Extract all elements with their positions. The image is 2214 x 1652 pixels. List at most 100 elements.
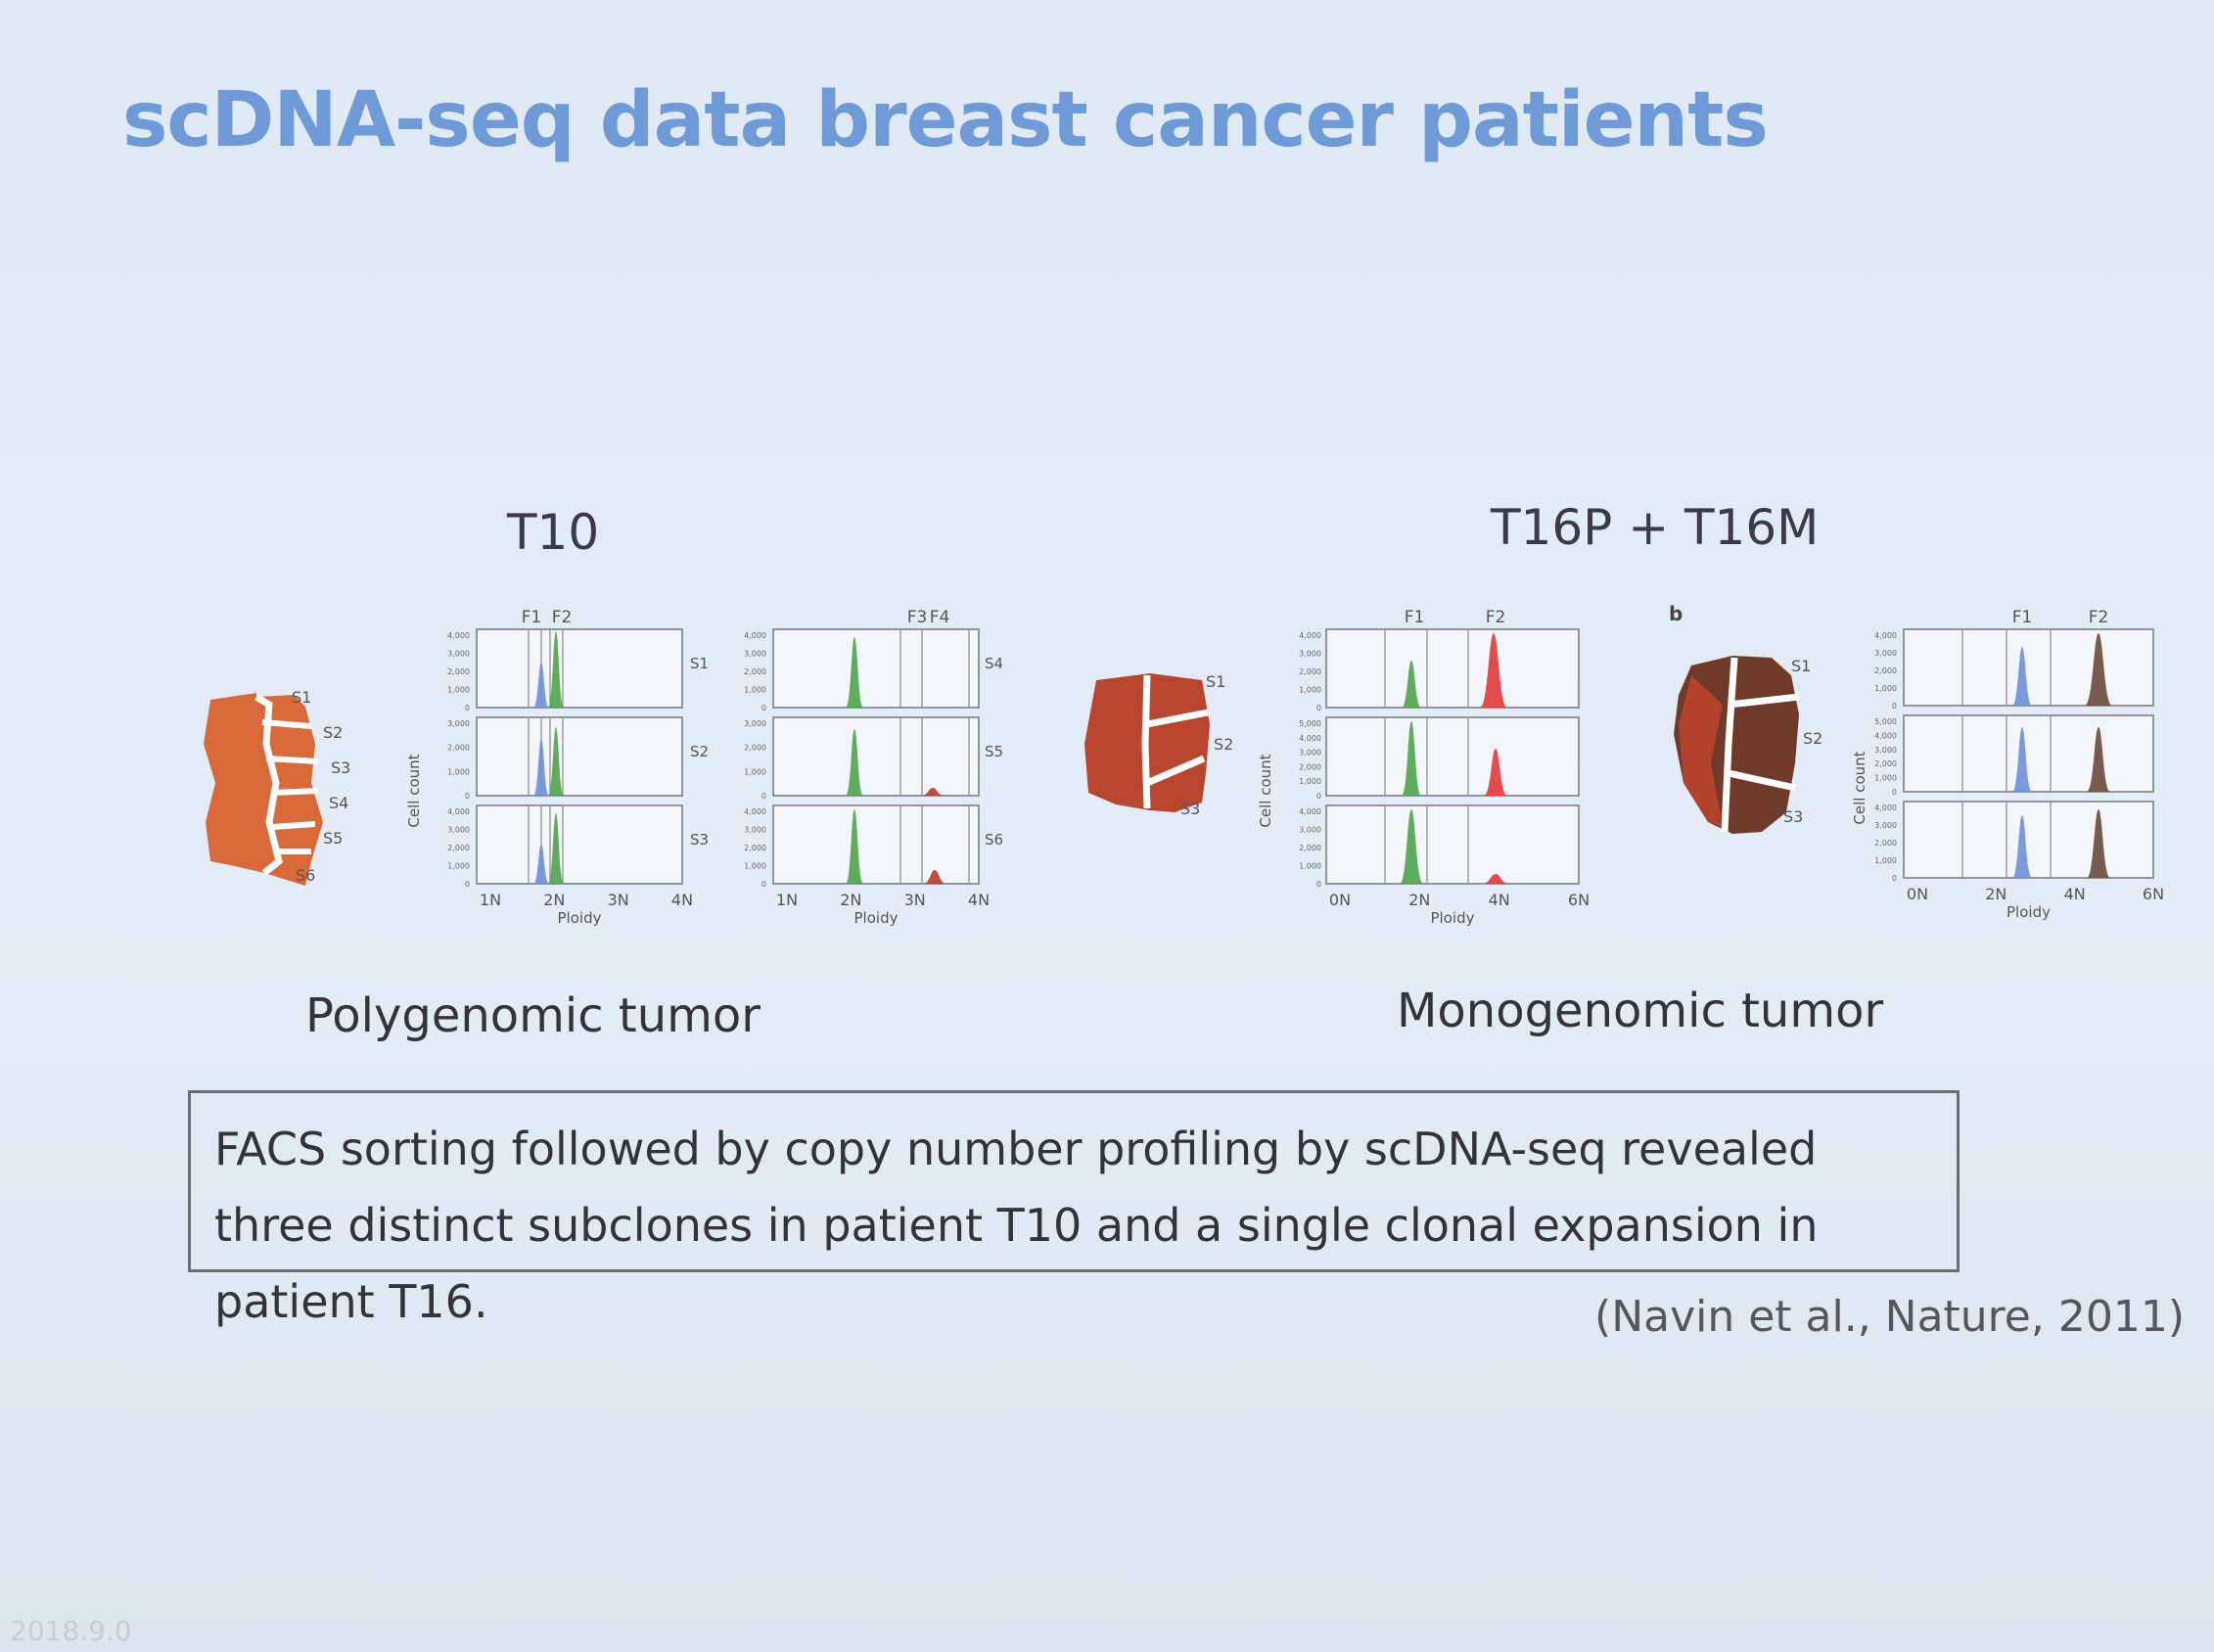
T10-left-x-label: Ploidy [558,909,602,927]
T10-left-sector-label: S3 [690,831,709,849]
citation: (Navin et al., Nature, 2011) [1594,1292,2185,1342]
T16P-y-tick: 4,000 [1299,734,1321,743]
T10-right-S5-peak-2 [921,788,945,796]
T10-left-plot-S3 [476,804,683,885]
T16M-y-tick: 2,000 [1874,839,1897,848]
T10-left-x-tick: 4N [671,891,693,909]
T16P-y-tick: 2,000 [1299,762,1321,771]
T10-right-x-tick: 1N [776,891,798,909]
T16P-plot-S1 [1325,628,1580,709]
T10-right-S5-peak-1 [846,729,863,796]
T16M-plot-S3 [1903,801,2154,879]
svg-text:S1: S1 [1791,657,1811,675]
slide-title: scDNA-seq data breast cancer patients [122,76,1769,164]
T16P-x-tick: 6N [1568,891,1590,909]
T10-left-y-tick: 3,000 [447,650,470,659]
T10-left-y-tick: 0 [465,880,470,889]
T10-left-y-tick: 2,000 [447,844,470,852]
T16P-y-tick: 0 [1316,880,1321,889]
T16M-x-tick: 0N [1907,885,1928,903]
T10-right-gate-label: F3 [907,608,928,627]
T10-right-y-tick: 1,000 [744,767,766,776]
T10-left-plot-S2 [476,716,683,797]
T10-left-y-tick: 2,000 [447,667,470,676]
T16M-y-tick: 0 [1892,788,1897,797]
T10-right-y-tick: 1,000 [744,686,766,695]
T10-right-y-tick: 0 [761,792,766,801]
watermark: 2018.9.0 [10,1615,132,1647]
T16P-y-tick: 4,000 [1299,631,1321,640]
T10-left-x-tick: 1N [480,891,501,909]
T16P-y-tick: 5,000 [1299,719,1321,728]
t16-heading: T16P + T16M [1491,499,1820,556]
T10-right-y-tick: 3,000 [744,719,766,728]
t10-tumor-image: S1 S2 S3 S4 S5 S6 [204,688,350,886]
T16P-x-label: Ploidy [1431,909,1475,927]
T16M-S2-peak-1 [2012,727,2032,792]
T16M-gate-label: F1 [2012,608,2033,627]
T16M-x-label: Ploidy [2006,903,2051,921]
T16P-y-tick: 3,000 [1299,826,1321,835]
t16p-tumor-image: S1 S2 S3 [1084,672,1233,818]
T10-right-S4-peak-1 [846,637,863,708]
T10-left-y-tick: 2,000 [447,744,470,753]
T10-left-S2-peak-1 [533,739,549,796]
T10-right-y-tick: 4,000 [744,807,766,816]
T16M-y-tick: 1,000 [1874,774,1897,783]
svg-text:S2: S2 [1803,729,1822,748]
T16M-y-label: Cell count [1851,751,1868,824]
svg-text:S3: S3 [1783,807,1803,826]
T10-left-y-tick: 1,000 [447,862,470,871]
T16P-S2-peak-1 [1402,721,1421,796]
T10-right-y-tick: 4,000 [744,631,766,640]
T16P-y-tick: 1,000 [1299,686,1321,695]
T16M-y-tick: 3,000 [1874,821,1897,830]
T16P-y-tick: 4,000 [1299,807,1321,816]
T16M-x-tick: 2N [1985,885,2006,903]
T10-left-sector-label: S2 [690,743,709,760]
T10-left-y-tick: 3,000 [447,826,470,835]
T10-left-S3-peak-1 [533,845,549,884]
T16P-plot-S2 [1325,716,1580,797]
T16P-S1-peak-1 [1402,661,1421,708]
svg-text:S2: S2 [1214,735,1233,754]
T16P-plot-S3 [1325,804,1580,885]
T16P-y-tick: 0 [1316,792,1321,801]
T10-right-y-tick: 2,000 [744,667,766,676]
svg-text:S3: S3 [331,758,350,777]
T10-right-plot-S5 [772,716,980,797]
T10-left-plot-S1 [476,628,683,709]
svg-text:S2: S2 [323,723,343,742]
T16M-gate-label: F2 [2089,608,2109,627]
T10-right-y-tick: 2,000 [744,844,766,852]
T10-right-x-tick: 2N [840,891,861,909]
T16P-y-label: Cell count [1257,754,1274,827]
svg-text:S5: S5 [323,829,343,848]
T16M-S3-peak-1 [2012,815,2032,878]
T16P-y-tick: 0 [1316,704,1321,712]
T10-right-x-tick: 3N [904,891,926,909]
panel-b-label: b [1669,602,1683,625]
left-caption: Polygenomic tumor [305,988,761,1043]
T10-right-y-tick: 0 [761,880,766,889]
T16P-S2-peak-2 [1484,749,1507,796]
T10-left-y-tick: 1,000 [447,686,470,695]
T10-left-gate-label: F2 [552,608,573,627]
T10-right-x-tick: 4N [968,891,990,909]
T10-right-x-label: Ploidy [854,909,899,927]
T10-left-x-tick: 3N [608,891,629,909]
right-caption: Monogenomic tumor [1397,984,1884,1038]
T16P-y-tick: 1,000 [1299,862,1321,871]
T10-right-y-tick: 3,000 [744,826,766,835]
T16M-S2-peak-2 [2087,727,2110,792]
T10-left-y-label: Cell count [405,754,423,827]
T10-left-x-tick: 2N [543,891,565,909]
T10-right-S6-peak-2 [923,870,946,884]
T10-right-y-tick: 0 [761,704,766,712]
T16P-S1-peak-2 [1480,633,1507,708]
T10-left-y-tick: 0 [465,792,470,801]
T10-left-S1-peak-1 [533,663,549,708]
summary-box: FACS sorting followed by copy number pro… [188,1090,1960,1328]
T16P-y-tick: 2,000 [1299,667,1321,676]
